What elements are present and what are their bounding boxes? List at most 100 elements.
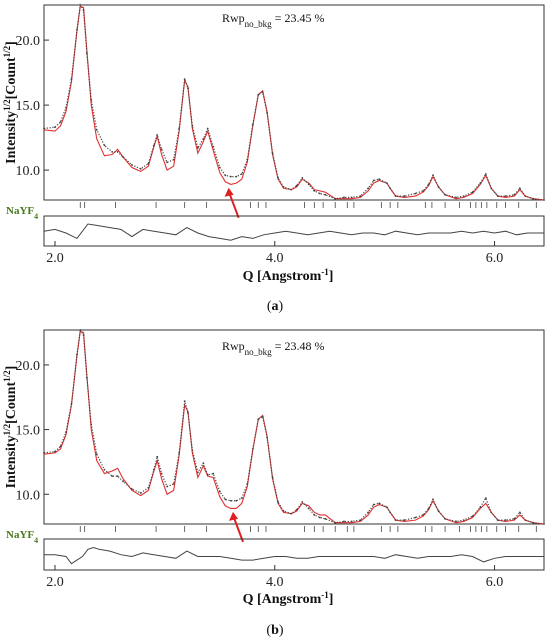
observed-point: [372, 179, 375, 182]
observed-point: [271, 476, 274, 479]
x-tick-label: 2.0: [46, 575, 64, 590]
observed-point: [266, 112, 268, 114]
observed-point: [156, 455, 159, 458]
phase-label: NaYF4: [6, 205, 38, 221]
x-tick-label: 2.0: [46, 251, 64, 266]
observed-point: [524, 195, 527, 198]
observed-point: [343, 196, 345, 199]
observed-point: [251, 123, 254, 126]
observed-point: [103, 144, 106, 147]
residual-frame: [43, 215, 545, 247]
observed-point: [422, 514, 425, 516]
observed-point: [277, 501, 279, 503]
observed-point: [147, 486, 150, 489]
observed-point: [471, 515, 474, 518]
observed-point: [324, 517, 327, 520]
observed-point: [76, 353, 78, 356]
observed-point: [183, 78, 186, 80]
observed-point: [462, 195, 465, 198]
x-tick-label: 6.0: [486, 251, 504, 266]
panel-caption: (b): [266, 623, 283, 637]
calculated-series-line: [43, 330, 545, 525]
plot-frame: [43, 329, 545, 525]
y-tick-label: 20.0: [16, 359, 41, 374]
observed-point: [178, 451, 181, 454]
observed-point: [95, 453, 98, 456]
observed-point: [261, 415, 264, 418]
observed-point: [524, 519, 527, 522]
observed-point: [82, 334, 85, 337]
observed-point: [543, 523, 545, 525]
observed-point: [295, 508, 298, 511]
observed-point: [103, 468, 106, 471]
difference-curve: [43, 223, 544, 241]
observed-point: [70, 402, 73, 405]
panel-a: 10.0 15.0 20.0 Rwpno_bkg = 23.45 % Intensity…: [2, 3, 545, 314]
observed-point: [427, 507, 430, 510]
observed-point: [543, 199, 545, 201]
y-tick-label: 20.0: [16, 34, 41, 49]
observed-point: [246, 158, 249, 161]
observed-series-line: [43, 3, 545, 201]
observed-point: [79, 4, 82, 6]
observed-point: [251, 448, 254, 450]
observed-point: [437, 186, 440, 188]
rwp-annotation: Rwpno_bkg = 23.48 %: [222, 339, 324, 357]
observed-point: [160, 472, 163, 475]
observed-point: [206, 473, 209, 476]
y-tick-label: 15.0: [16, 424, 41, 439]
observed-point: [187, 87, 189, 90]
observed-point: [111, 475, 114, 478]
observed-point: [212, 472, 215, 475]
observed-point: [196, 471, 199, 474]
observed-point: [334, 197, 337, 200]
observed-point: [334, 521, 337, 524]
observed-point: [414, 516, 417, 519]
observed-point: [518, 511, 521, 514]
observed-point: [350, 520, 353, 523]
arrow-head: [224, 187, 234, 197]
observed-point: [359, 519, 362, 522]
observed-point: [166, 161, 168, 164]
observed-point: [471, 191, 474, 194]
observed-point: [240, 173, 243, 175]
panel-b: 10.0 15.0 20.0 Rwpno_bkg = 23.48 % Intensity…: [2, 328, 545, 637]
observed-point: [532, 521, 534, 524]
observed-point: [90, 99, 93, 101]
observed-point: [307, 183, 310, 186]
observed-point: [235, 499, 238, 502]
phase-label: NaYF4: [6, 529, 38, 545]
observed-point: [403, 195, 406, 198]
observed-point: [290, 188, 293, 191]
observed-point: [172, 483, 175, 485]
observed-point: [257, 93, 260, 96]
observed-point: [131, 488, 133, 490]
observed-point: [160, 148, 163, 151]
observed-point: [65, 106, 67, 109]
observed-point: [218, 166, 221, 169]
observed-point: [385, 182, 388, 185]
observed-point: [372, 503, 375, 506]
arrow-head: [229, 511, 239, 521]
observed-point: [504, 519, 507, 522]
observed-point: [166, 485, 168, 488]
observed-point: [246, 483, 249, 485]
observed-point: [152, 144, 155, 147]
observed-point: [277, 177, 279, 179]
observed-point: [367, 187, 370, 190]
observed-point: [403, 519, 406, 522]
calculated-series-line: [43, 5, 545, 201]
observed-point: [196, 147, 199, 149]
observed-point: [202, 138, 205, 140]
observed-point: [385, 506, 388, 509]
observed-point: [444, 193, 446, 196]
observed-point: [455, 196, 457, 199]
arrow-shaft: [233, 517, 244, 543]
observed-point: [301, 501, 304, 503]
observed-point: [147, 162, 150, 165]
observed-point: [359, 195, 362, 198]
observed-point: [394, 195, 397, 198]
observed-point: [484, 173, 487, 175]
observed-point: [139, 492, 142, 494]
